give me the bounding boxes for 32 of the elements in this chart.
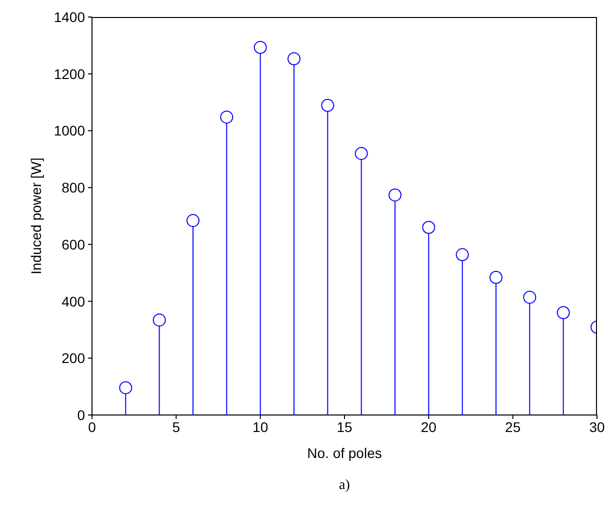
x-tick-label: 20 [420,418,437,435]
y-tick-label: 0 [77,406,86,423]
point [422,220,436,234]
point [490,270,502,284]
point [354,146,368,160]
point [152,314,166,327]
y-tick-label: 1200 [54,66,86,82]
y-tick-label: 200 [62,350,86,366]
y-tick-label: 800 [62,180,86,196]
point [288,52,300,66]
point [220,110,234,124]
y-axis-title: Induced power [W] [28,158,44,274]
y-tick-label: 1400 [54,8,86,25]
x-tick-label: 10 [252,418,268,435]
y-tick-label: 600 [62,236,86,252]
point [321,98,334,112]
x-tick-label: 25 [505,418,521,435]
point [186,214,200,228]
y-tick-label: 1000 [54,122,86,139]
point [388,188,402,202]
point [254,40,267,54]
point [456,248,469,262]
x-tick-label: 0 [88,418,96,435]
text: a) [338,478,351,494]
x-axis-title: No. of poles [307,445,382,461]
point [119,381,132,394]
point [523,290,536,304]
y-tick-label: 400 [62,293,86,310]
x-tick-label: 15 [336,418,352,435]
x-tick-label: 30 [589,418,605,435]
x-tick-label: 5 [172,418,180,435]
point [556,306,570,320]
